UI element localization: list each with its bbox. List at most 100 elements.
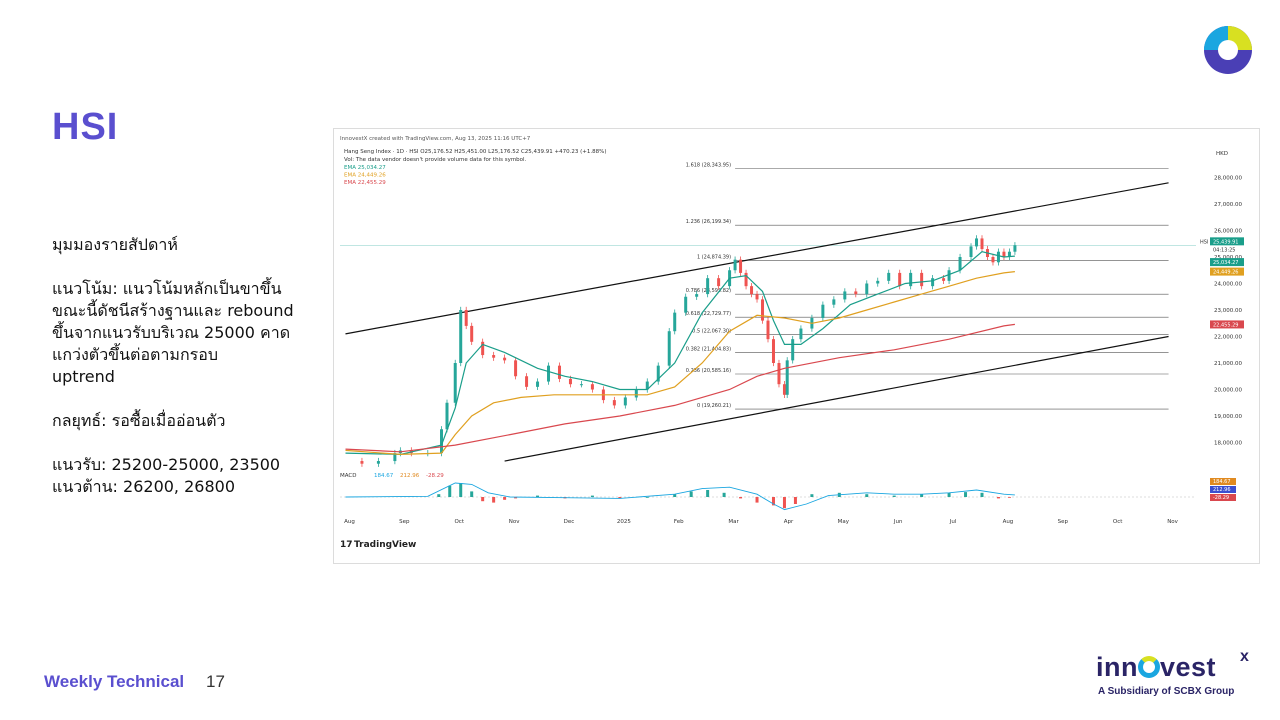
macd-histogram-bar xyxy=(448,485,452,497)
x-tick-label: Apr xyxy=(784,519,794,525)
price-candle xyxy=(969,246,973,257)
chart-volume-note: Vol: The data vendor doesn't provide vol… xyxy=(344,157,527,163)
fib-level-label: 0.382 (21,404.83) xyxy=(686,346,731,352)
x-tick-label: Aug xyxy=(1003,519,1014,525)
macd-histogram-bar xyxy=(689,491,693,497)
price-candle xyxy=(393,453,397,462)
x-tick-label: Nov xyxy=(1167,519,1178,525)
macd-tag-value: 184.67 xyxy=(1213,479,1231,485)
trend-line: uptrend xyxy=(52,367,115,386)
page-number: 17 xyxy=(206,672,225,691)
price-tag-countdown: 04:13:25 xyxy=(1213,247,1235,253)
price-candle xyxy=(634,389,638,398)
x-tick-label: Aug xyxy=(344,519,355,525)
price-candle xyxy=(440,429,444,454)
support-levels: แนวรับ: 25200-25000, 23500 xyxy=(52,455,281,474)
price-candle xyxy=(568,378,572,385)
price-candle xyxy=(525,376,529,387)
y-tick-label: 18,000.00 xyxy=(1214,441,1242,447)
price-candle xyxy=(1013,245,1017,252)
x-tick-label: Sep xyxy=(1058,519,1069,525)
brand-name-pre: inn xyxy=(1096,652,1138,682)
x-tick-label: Mar xyxy=(728,519,739,525)
macd-histogram-bar xyxy=(739,497,743,499)
trend-line: แกว่งตัวขึ้นต่อตามกรอบ xyxy=(52,345,219,364)
y-tick-label: 25,000.00 xyxy=(1214,255,1242,261)
ema-line xyxy=(345,323,1015,453)
brand-x-mark: x xyxy=(1240,648,1249,665)
macd-histogram-bar xyxy=(722,492,726,497)
price-candle xyxy=(656,365,660,382)
macd-tag-value: 212.96 xyxy=(1213,487,1231,493)
price-candle xyxy=(744,272,748,287)
price-candle xyxy=(557,365,561,379)
price-candle xyxy=(464,310,468,326)
footer-label: Weekly Technical xyxy=(44,672,185,691)
y-tick-label: 27,000.00 xyxy=(1214,202,1242,208)
macd-histogram-bar xyxy=(1007,497,1011,498)
x-tick-label: Jul xyxy=(949,519,957,525)
macd-value: 212.96 xyxy=(400,473,420,479)
brand-name-post: vest xyxy=(1160,652,1217,682)
price-candle xyxy=(684,296,688,313)
macd-histogram-bar xyxy=(618,497,622,499)
price-candle xyxy=(791,339,795,361)
slide-title: HSI xyxy=(52,106,119,148)
macd-histogram-bar xyxy=(996,497,1000,499)
fib-level-label: 0.618 (22,729.77) xyxy=(686,311,731,317)
price-candle xyxy=(481,341,485,356)
y-tick-label: 20,000.00 xyxy=(1214,388,1242,394)
price-candle xyxy=(761,299,765,321)
x-tick-label: May xyxy=(838,519,850,525)
price-candle xyxy=(785,360,789,395)
price-candle xyxy=(695,294,699,297)
tradingview-watermark: TradingView xyxy=(354,540,416,550)
macd-value: -28.29 xyxy=(426,473,444,479)
fib-level-label: 0.236 (20,585.16) xyxy=(686,368,731,374)
price-tag-value: 24,449.26 xyxy=(1213,270,1238,276)
commentary-strategy: กลยุทธ์: รอซื้อเมื่ออ่อนตัว xyxy=(52,411,226,430)
price-tag-value: 22,455.29 xyxy=(1213,322,1238,328)
price-candle xyxy=(717,278,721,287)
commentary-levels: แนวรับ: 25200-25000, 23500 แนวต้าน: 2620… xyxy=(52,454,332,498)
price-candle xyxy=(453,363,457,403)
ema-line xyxy=(345,251,1015,456)
brand-name: inn vest xyxy=(1096,652,1216,683)
ema-line xyxy=(345,271,1015,456)
macd-histogram-bar xyxy=(947,492,951,497)
price-candle xyxy=(733,259,737,271)
price-candle xyxy=(832,299,836,305)
price-tag xyxy=(1210,320,1244,329)
brand-subtitle: A Subsidiary of SCBX Group xyxy=(1098,686,1235,697)
price-candle xyxy=(942,278,946,281)
price-candle xyxy=(898,272,902,287)
price-candle xyxy=(590,384,594,390)
x-tick-label: Sep xyxy=(399,519,410,525)
price-candle xyxy=(980,238,984,250)
price-candle xyxy=(996,251,1000,263)
price-candle xyxy=(766,320,770,340)
chart-credit: InnovestX created with TradingView.com, … xyxy=(340,136,531,142)
trend-line: ขึ้นจากแนวรับบริเวณ 25000 คาด xyxy=(52,323,291,342)
tradingview-logo-icon: 17 xyxy=(340,540,353,550)
fib-level-label: 1.618 (28,343.95) xyxy=(686,162,731,168)
macd-histogram-bar xyxy=(755,497,759,503)
macd-label: MACD xyxy=(340,473,357,479)
price-tag-value: 25,439.91 xyxy=(1213,239,1238,245)
price-candle xyxy=(782,384,786,395)
macd-tag-value: -28.29 xyxy=(1213,495,1229,501)
macd-histogram-bar xyxy=(706,490,710,497)
commentary-heading: มุมมองรายสัปดาห์ xyxy=(52,235,178,254)
price-candle xyxy=(645,381,649,390)
price-candle xyxy=(931,278,935,287)
macd-histogram-bar xyxy=(481,497,485,502)
macd-histogram-bar xyxy=(645,497,649,498)
price-tag-symbol: HSI xyxy=(1200,239,1208,245)
chart-legend-ema: EMA 25,034.27 xyxy=(344,165,386,171)
chart-legend-ema: EMA 22,455.29 xyxy=(344,180,386,186)
commentary-trend: แนวโน้ม: แนวโน้มหลักเป็นขาขึ้น ขณะนี้ดัช… xyxy=(52,278,332,388)
channel-trendline-upper xyxy=(345,182,1169,335)
macd-histogram-bar xyxy=(920,494,924,497)
brand-o-icon xyxy=(1138,656,1160,678)
x-tick-label: Dec xyxy=(564,519,575,525)
